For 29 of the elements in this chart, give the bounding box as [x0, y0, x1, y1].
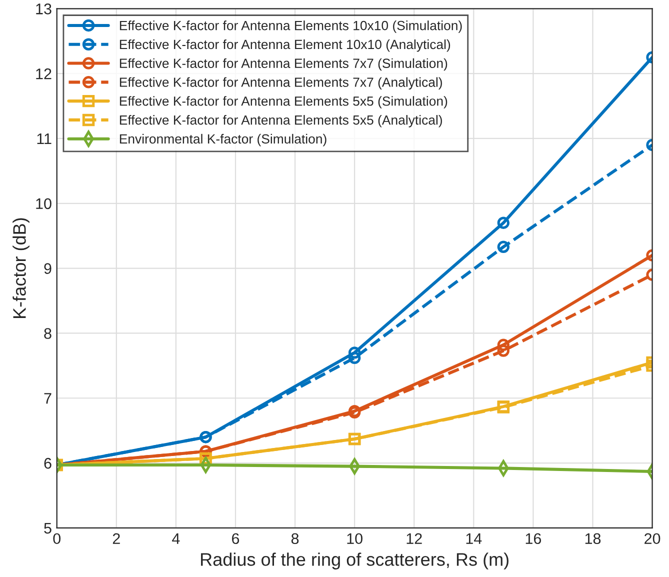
legend-label: Effective K-factor for Antenna Elements 10x10 (Simulation)	[120, 20, 462, 33]
x-tick-label: 0	[53, 533, 61, 544]
y-axis-title: K-factor (dB)	[12, 218, 30, 318]
legend-label: Effective K-factor for Antenna Elements 5x5 (Analytical)	[120, 115, 442, 128]
x-tick-label: 18	[585, 533, 601, 544]
x-tick-label: 16	[526, 533, 542, 544]
x-tick-label: 2	[112, 533, 120, 544]
x-tick-label: 14	[466, 533, 482, 544]
y-tick-label: 13	[36, 4, 52, 14]
x-tick-label: 12	[406, 533, 422, 544]
y-tick-label: 11	[37, 134, 52, 144]
x-tick-label: 10	[347, 533, 362, 544]
y-tick-label: 10	[36, 198, 52, 210]
legend-label: Effective K-factor for Antenna Element 10x10 (Analytical)	[120, 39, 450, 52]
y-tick-label: 5	[44, 522, 52, 534]
x-tick-label: 4	[172, 533, 180, 544]
x-tick-label: 6	[232, 533, 240, 544]
legend-label: Effective K-factor for Antenna Elements 7x7 (Simulation)	[120, 58, 448, 71]
y-tick-label: 7	[44, 393, 52, 404]
legend-label: Environmental K-factor (Simulation)	[120, 134, 326, 146]
x-axis-title: Radius of the ring of scatterers, Rs (m)	[201, 552, 508, 570]
x-tick-label: 20	[644, 533, 660, 544]
y-tick-label: 6	[44, 458, 52, 469]
y-tick-label: 8	[44, 328, 52, 339]
y-tick-label: 12	[36, 68, 52, 80]
legend-label: Effective K-factor for Antenna Elements 5x5 (Simulation)	[120, 96, 448, 108]
x-tick-label: 8	[291, 533, 299, 544]
legend-label: Effective K-factor for Antenna Elements 7x7 (Analytical)	[120, 77, 442, 90]
y-tick-label: 9	[44, 263, 52, 274]
